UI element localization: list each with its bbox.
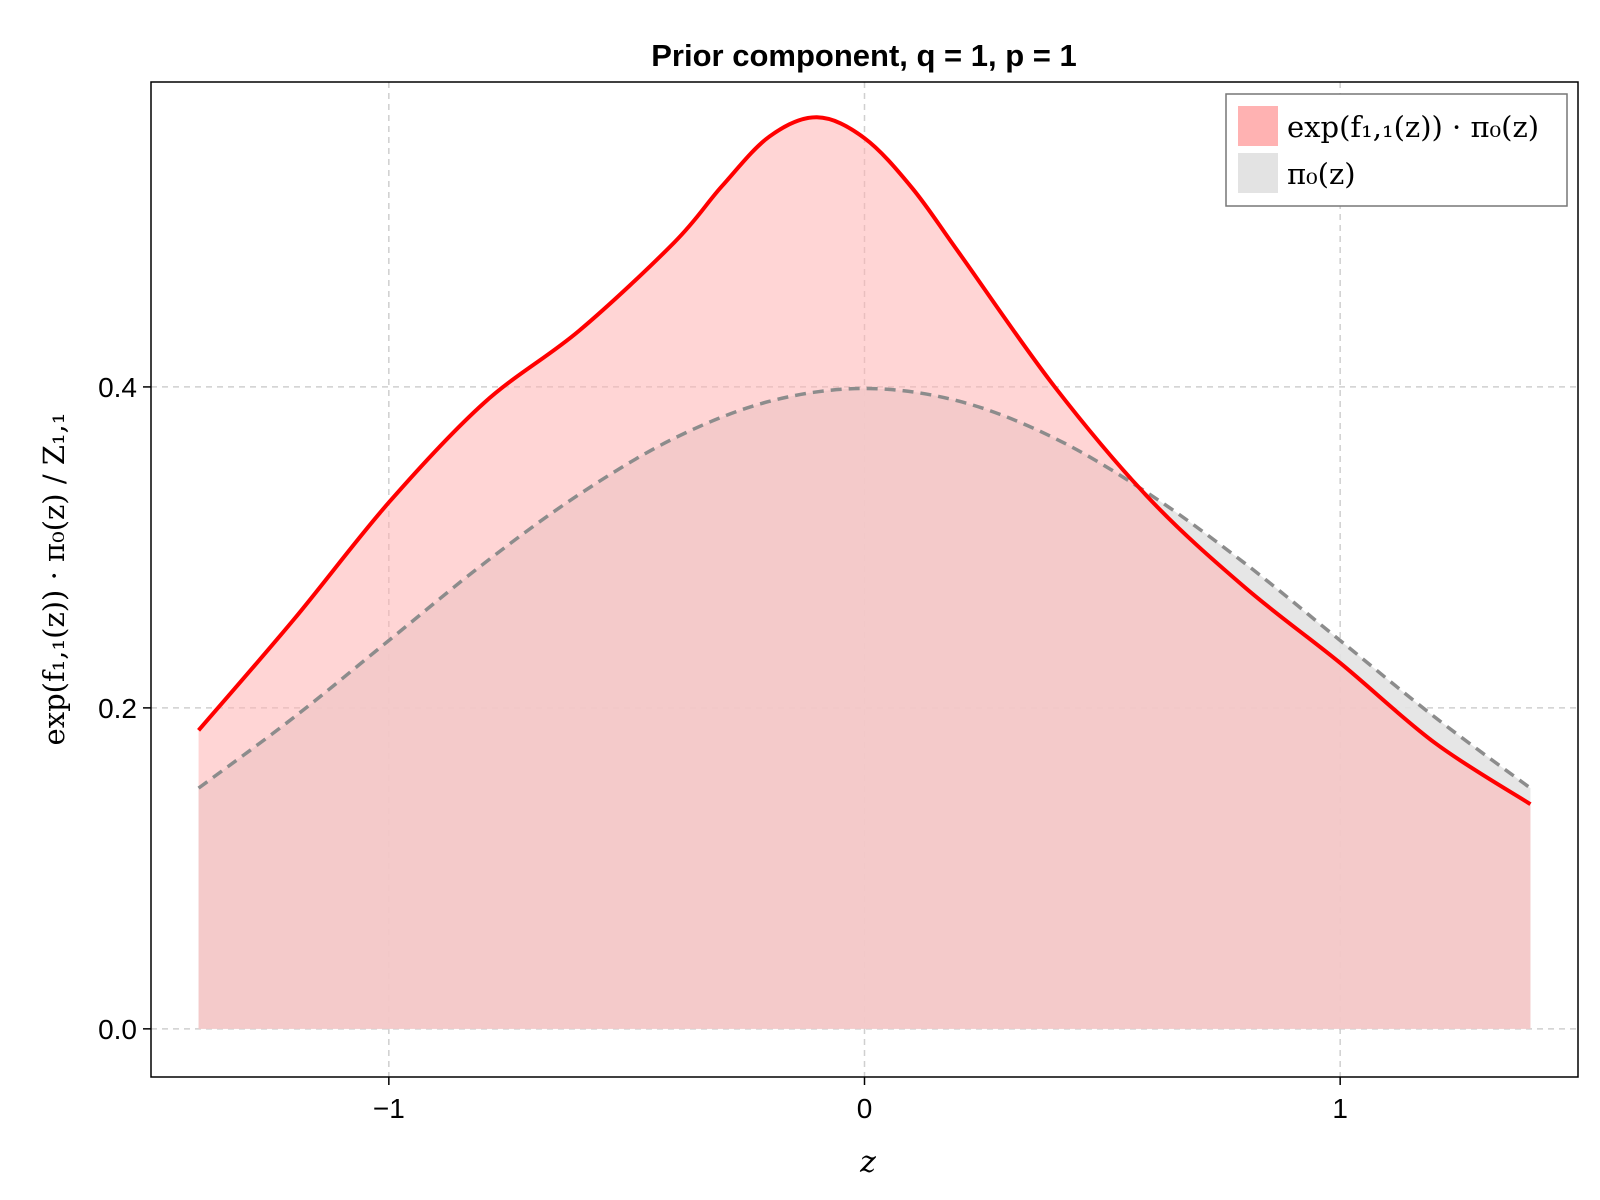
x-tick-label: 0 — [857, 1093, 873, 1124]
series-line-exp-prior — [197, 115, 1532, 806]
area-fills — [198, 117, 1531, 1029]
legend-label-1: π₀(z) — [1287, 157, 1356, 191]
y-tick-label: 0.2 — [98, 693, 137, 724]
area-fill-exp-prior — [198, 117, 1531, 1029]
series-lines — [197, 115, 1532, 806]
y-axis-ticks: 0.0 0.2 0.4 — [98, 372, 151, 1045]
chart-title: Prior component, q = 1, p = 1 — [651, 38, 1076, 73]
x-axis-ticks: −1 0 1 — [373, 1077, 1348, 1124]
x-tick-label: −1 — [373, 1093, 405, 1124]
legend: exp(f₁,₁(z)) · π₀(z) π₀(z) — [1225, 93, 1568, 207]
legend-box — [1225, 93, 1568, 207]
x-tick-label: 1 — [1332, 1093, 1348, 1124]
x-axis-label: z — [859, 1145, 876, 1180]
legend-label-0: exp(f₁,₁(z)) · π₀(z) — [1287, 110, 1539, 144]
y-axis-label: exp(f₁,₁(z)) · π₀(z) / Z₁,₁ — [37, 413, 71, 746]
legend-swatch-gray-fill — [1238, 153, 1278, 193]
y-tick-label: 0.0 — [98, 1014, 137, 1045]
y-tick-label: 0.4 — [98, 372, 137, 403]
legend-swatch-red-fill — [1238, 106, 1278, 146]
